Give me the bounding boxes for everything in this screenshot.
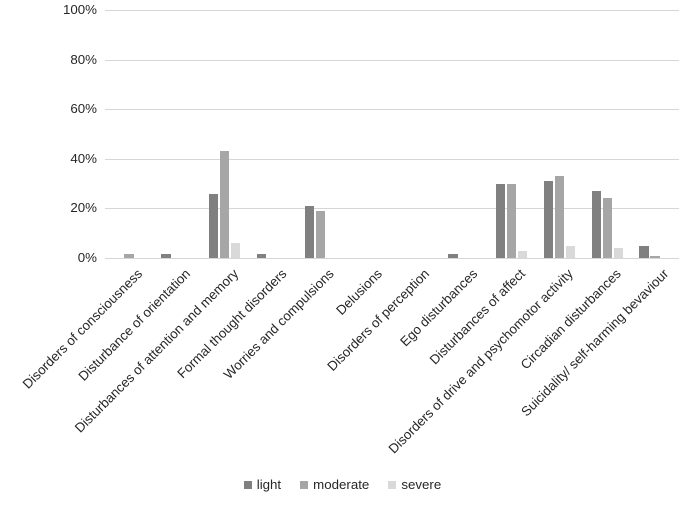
bar-light <box>639 245 649 258</box>
bar-moderate <box>650 255 660 258</box>
gridline-60% <box>105 109 679 111</box>
bar-severe <box>517 250 528 258</box>
legend-label: light <box>256 477 282 492</box>
y-tick-label: 100% <box>62 2 97 17</box>
bar-light <box>543 181 554 258</box>
y-tick-label: 0% <box>77 250 97 265</box>
legend-swatch-icon <box>388 480 397 489</box>
legend-label: moderate <box>313 477 370 492</box>
bar-light <box>208 193 219 258</box>
legend-swatch-icon <box>300 480 309 489</box>
legend-label: severe <box>401 477 442 492</box>
x-category-label: Disorders of drive and psychomotor activ… <box>385 266 577 457</box>
legend-swatch-icon <box>243 480 252 489</box>
bar-moderate <box>124 254 134 258</box>
bar-moderate <box>554 176 565 258</box>
y-tick-label: 80% <box>70 51 97 67</box>
bar-light <box>448 254 458 258</box>
gridline-40% <box>105 158 679 160</box>
gridline-100% <box>105 10 679 11</box>
bar-light <box>495 183 506 258</box>
bar-severe <box>230 243 241 258</box>
legend: light moderate severe <box>0 477 685 492</box>
bar-severe <box>613 248 623 258</box>
legend-item-light: light <box>243 477 282 492</box>
y-tick-label: 60% <box>70 101 97 117</box>
bar-severe <box>565 245 576 258</box>
gridline-80% <box>105 59 679 61</box>
bar-light <box>161 254 171 258</box>
bar-light <box>256 254 267 258</box>
legend-item-severe: severe <box>388 477 441 492</box>
bar-moderate <box>315 210 325 258</box>
bar-moderate <box>219 151 230 258</box>
gridline-0% <box>105 258 679 259</box>
bar-moderate <box>506 183 517 258</box>
y-tick-label: 40% <box>70 150 97 166</box>
gridline-20% <box>105 208 679 210</box>
y-tick-label: 20% <box>70 200 97 216</box>
bar-moderate <box>602 198 612 258</box>
bar-light <box>304 205 314 258</box>
bar-light <box>591 191 601 258</box>
legend-item-moderate: moderate <box>300 477 369 492</box>
